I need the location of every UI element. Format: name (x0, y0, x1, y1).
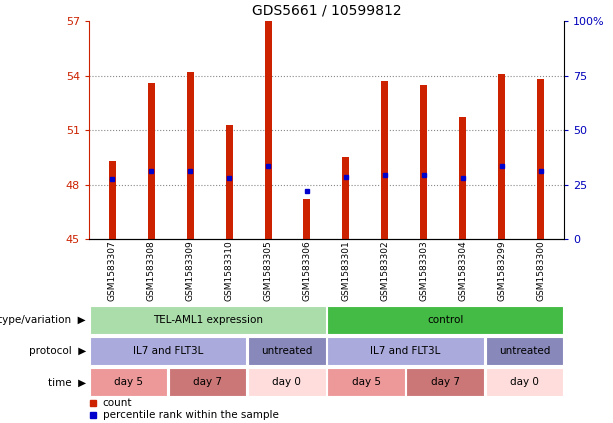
Bar (148, 83, 154, 239)
Bar (406, 368, 484, 396)
Bar (109, 161, 116, 239)
Bar (327, 337, 484, 365)
Text: day 7: day 7 (431, 377, 460, 387)
Text: IL7 and FLT3L: IL7 and FLT3L (133, 346, 204, 356)
Text: TEL-AML1 expression: TEL-AML1 expression (153, 315, 262, 325)
Text: protocol  ▶: protocol ▶ (29, 346, 86, 356)
Bar (303, 199, 310, 239)
Text: percentile rank within the sample: percentile rank within the sample (103, 410, 279, 420)
Bar (537, 79, 544, 239)
Bar (89, 368, 167, 396)
Text: time  ▶: time ▶ (48, 377, 86, 387)
Bar (459, 117, 466, 239)
Bar (381, 81, 389, 239)
Text: untreated: untreated (261, 346, 313, 356)
Text: genotype/variation  ▶: genotype/variation ▶ (0, 315, 86, 325)
Text: day 0: day 0 (510, 377, 539, 387)
Bar (248, 368, 326, 396)
Text: untreated: untreated (499, 346, 550, 356)
Bar (498, 74, 505, 239)
Bar (485, 368, 563, 396)
Text: day 0: day 0 (272, 377, 301, 387)
Text: control: control (427, 315, 463, 325)
Bar (327, 306, 563, 334)
Bar (89, 306, 326, 334)
Bar (264, 21, 272, 239)
Bar (343, 157, 349, 239)
Text: IL7 and FLT3L: IL7 and FLT3L (370, 346, 441, 356)
Bar (169, 368, 246, 396)
Bar (485, 337, 563, 365)
Title: GDS5661 / 10599812: GDS5661 / 10599812 (251, 3, 402, 17)
Bar (226, 125, 232, 239)
Text: day 5: day 5 (351, 377, 381, 387)
Text: count: count (103, 398, 132, 409)
Text: day 5: day 5 (114, 377, 143, 387)
Bar (327, 368, 405, 396)
Bar (421, 85, 427, 239)
Bar (186, 72, 194, 239)
Text: day 7: day 7 (193, 377, 222, 387)
Bar (89, 337, 246, 365)
Bar (248, 337, 326, 365)
